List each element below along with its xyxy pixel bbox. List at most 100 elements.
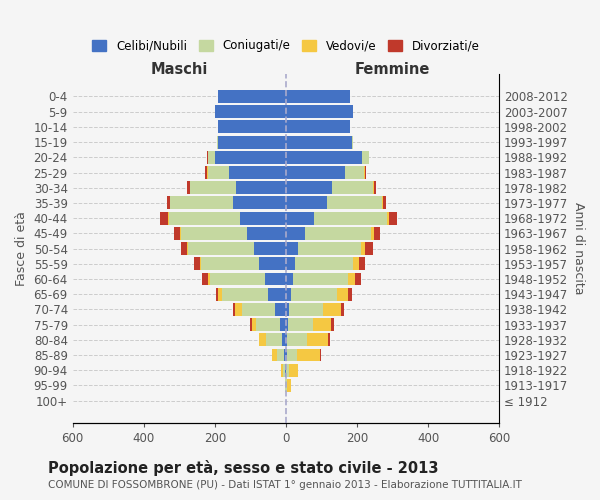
Text: Femmine: Femmine <box>355 62 430 76</box>
Bar <box>286 303 289 316</box>
Bar <box>328 334 330 346</box>
Text: COMUNE DI FOSSOMBRONE (PU) - Dati ISTAT 1° gennaio 2013 - Elaborazione TUTTITALI: COMUNE DI FOSSOMBRONE (PU) - Dati ISTAT … <box>48 480 522 490</box>
Bar <box>233 196 286 209</box>
Bar <box>187 182 190 194</box>
Bar <box>280 318 286 331</box>
Text: Popolazione per età, sesso e stato civile - 2013: Popolazione per età, sesso e stato civil… <box>48 460 439 475</box>
Bar <box>256 318 280 331</box>
Bar <box>286 227 305 240</box>
Bar <box>281 364 283 376</box>
Bar <box>289 303 323 316</box>
Bar <box>286 258 295 270</box>
Bar <box>291 288 337 300</box>
Bar <box>364 166 365 179</box>
Bar <box>254 242 286 255</box>
Bar <box>389 212 397 224</box>
Bar <box>286 196 327 209</box>
Bar <box>305 227 371 240</box>
Bar <box>272 348 277 362</box>
Bar <box>382 196 383 209</box>
Bar <box>207 166 208 179</box>
Bar <box>371 227 374 240</box>
Bar <box>295 258 353 270</box>
Bar <box>286 166 344 179</box>
Legend: Celibi/Nubili, Coniugati/e, Vedovi/e, Divorziati/e: Celibi/Nubili, Coniugati/e, Vedovi/e, Di… <box>88 34 484 57</box>
Bar <box>268 288 286 300</box>
Bar <box>286 318 288 331</box>
Bar <box>298 242 361 255</box>
Bar <box>373 182 374 194</box>
Bar <box>387 212 389 224</box>
Bar <box>365 242 373 255</box>
Bar <box>355 272 361 285</box>
Bar <box>190 182 236 194</box>
Bar <box>236 182 286 194</box>
Bar <box>286 379 287 392</box>
Bar <box>286 272 293 285</box>
Bar <box>285 364 286 376</box>
Bar <box>374 182 376 194</box>
Bar <box>233 303 235 316</box>
Bar <box>187 242 188 255</box>
Bar <box>314 212 387 224</box>
Bar <box>286 288 291 300</box>
Bar <box>359 258 365 270</box>
Bar <box>215 151 286 164</box>
Bar <box>286 364 289 376</box>
Bar <box>215 288 218 300</box>
Text: Maschi: Maschi <box>151 62 208 76</box>
Bar <box>286 348 287 362</box>
Bar <box>361 242 365 255</box>
Bar <box>202 272 208 285</box>
Bar <box>259 258 286 270</box>
Bar <box>353 258 359 270</box>
Bar <box>277 348 284 362</box>
Bar <box>287 379 291 392</box>
Bar <box>229 166 286 179</box>
Bar <box>218 120 286 134</box>
Y-axis label: Anni di nascita: Anni di nascita <box>572 202 585 295</box>
Bar <box>209 272 265 285</box>
Bar <box>362 151 369 164</box>
Bar <box>250 318 252 331</box>
Bar <box>284 379 285 392</box>
Bar <box>205 166 207 179</box>
Bar <box>307 334 328 346</box>
Bar <box>286 90 350 103</box>
Bar <box>286 212 314 224</box>
Bar <box>287 348 298 362</box>
Bar <box>286 242 298 255</box>
Bar <box>286 120 350 134</box>
Bar <box>208 166 229 179</box>
Bar <box>188 242 254 255</box>
Bar <box>208 272 209 285</box>
Bar <box>181 242 187 255</box>
Bar <box>252 318 256 331</box>
Bar <box>383 196 386 209</box>
Bar <box>208 151 215 164</box>
Bar <box>235 303 242 316</box>
Bar <box>283 334 286 346</box>
Bar <box>344 166 364 179</box>
Bar <box>286 151 362 164</box>
Bar <box>215 105 286 118</box>
Bar <box>327 196 382 209</box>
Bar <box>348 272 355 285</box>
Bar <box>217 136 218 148</box>
Bar <box>332 182 373 194</box>
Bar <box>266 334 283 346</box>
Bar <box>298 348 320 362</box>
Bar <box>275 303 286 316</box>
Bar <box>181 227 247 240</box>
Bar <box>284 348 286 362</box>
Bar <box>286 334 287 346</box>
Bar <box>283 364 285 376</box>
Y-axis label: Fasce di età: Fasce di età <box>15 211 28 286</box>
Bar <box>222 288 268 300</box>
Bar <box>259 334 266 346</box>
Bar <box>218 90 286 103</box>
Bar <box>207 151 208 164</box>
Bar <box>352 136 353 148</box>
Bar <box>247 227 286 240</box>
Bar <box>286 182 332 194</box>
